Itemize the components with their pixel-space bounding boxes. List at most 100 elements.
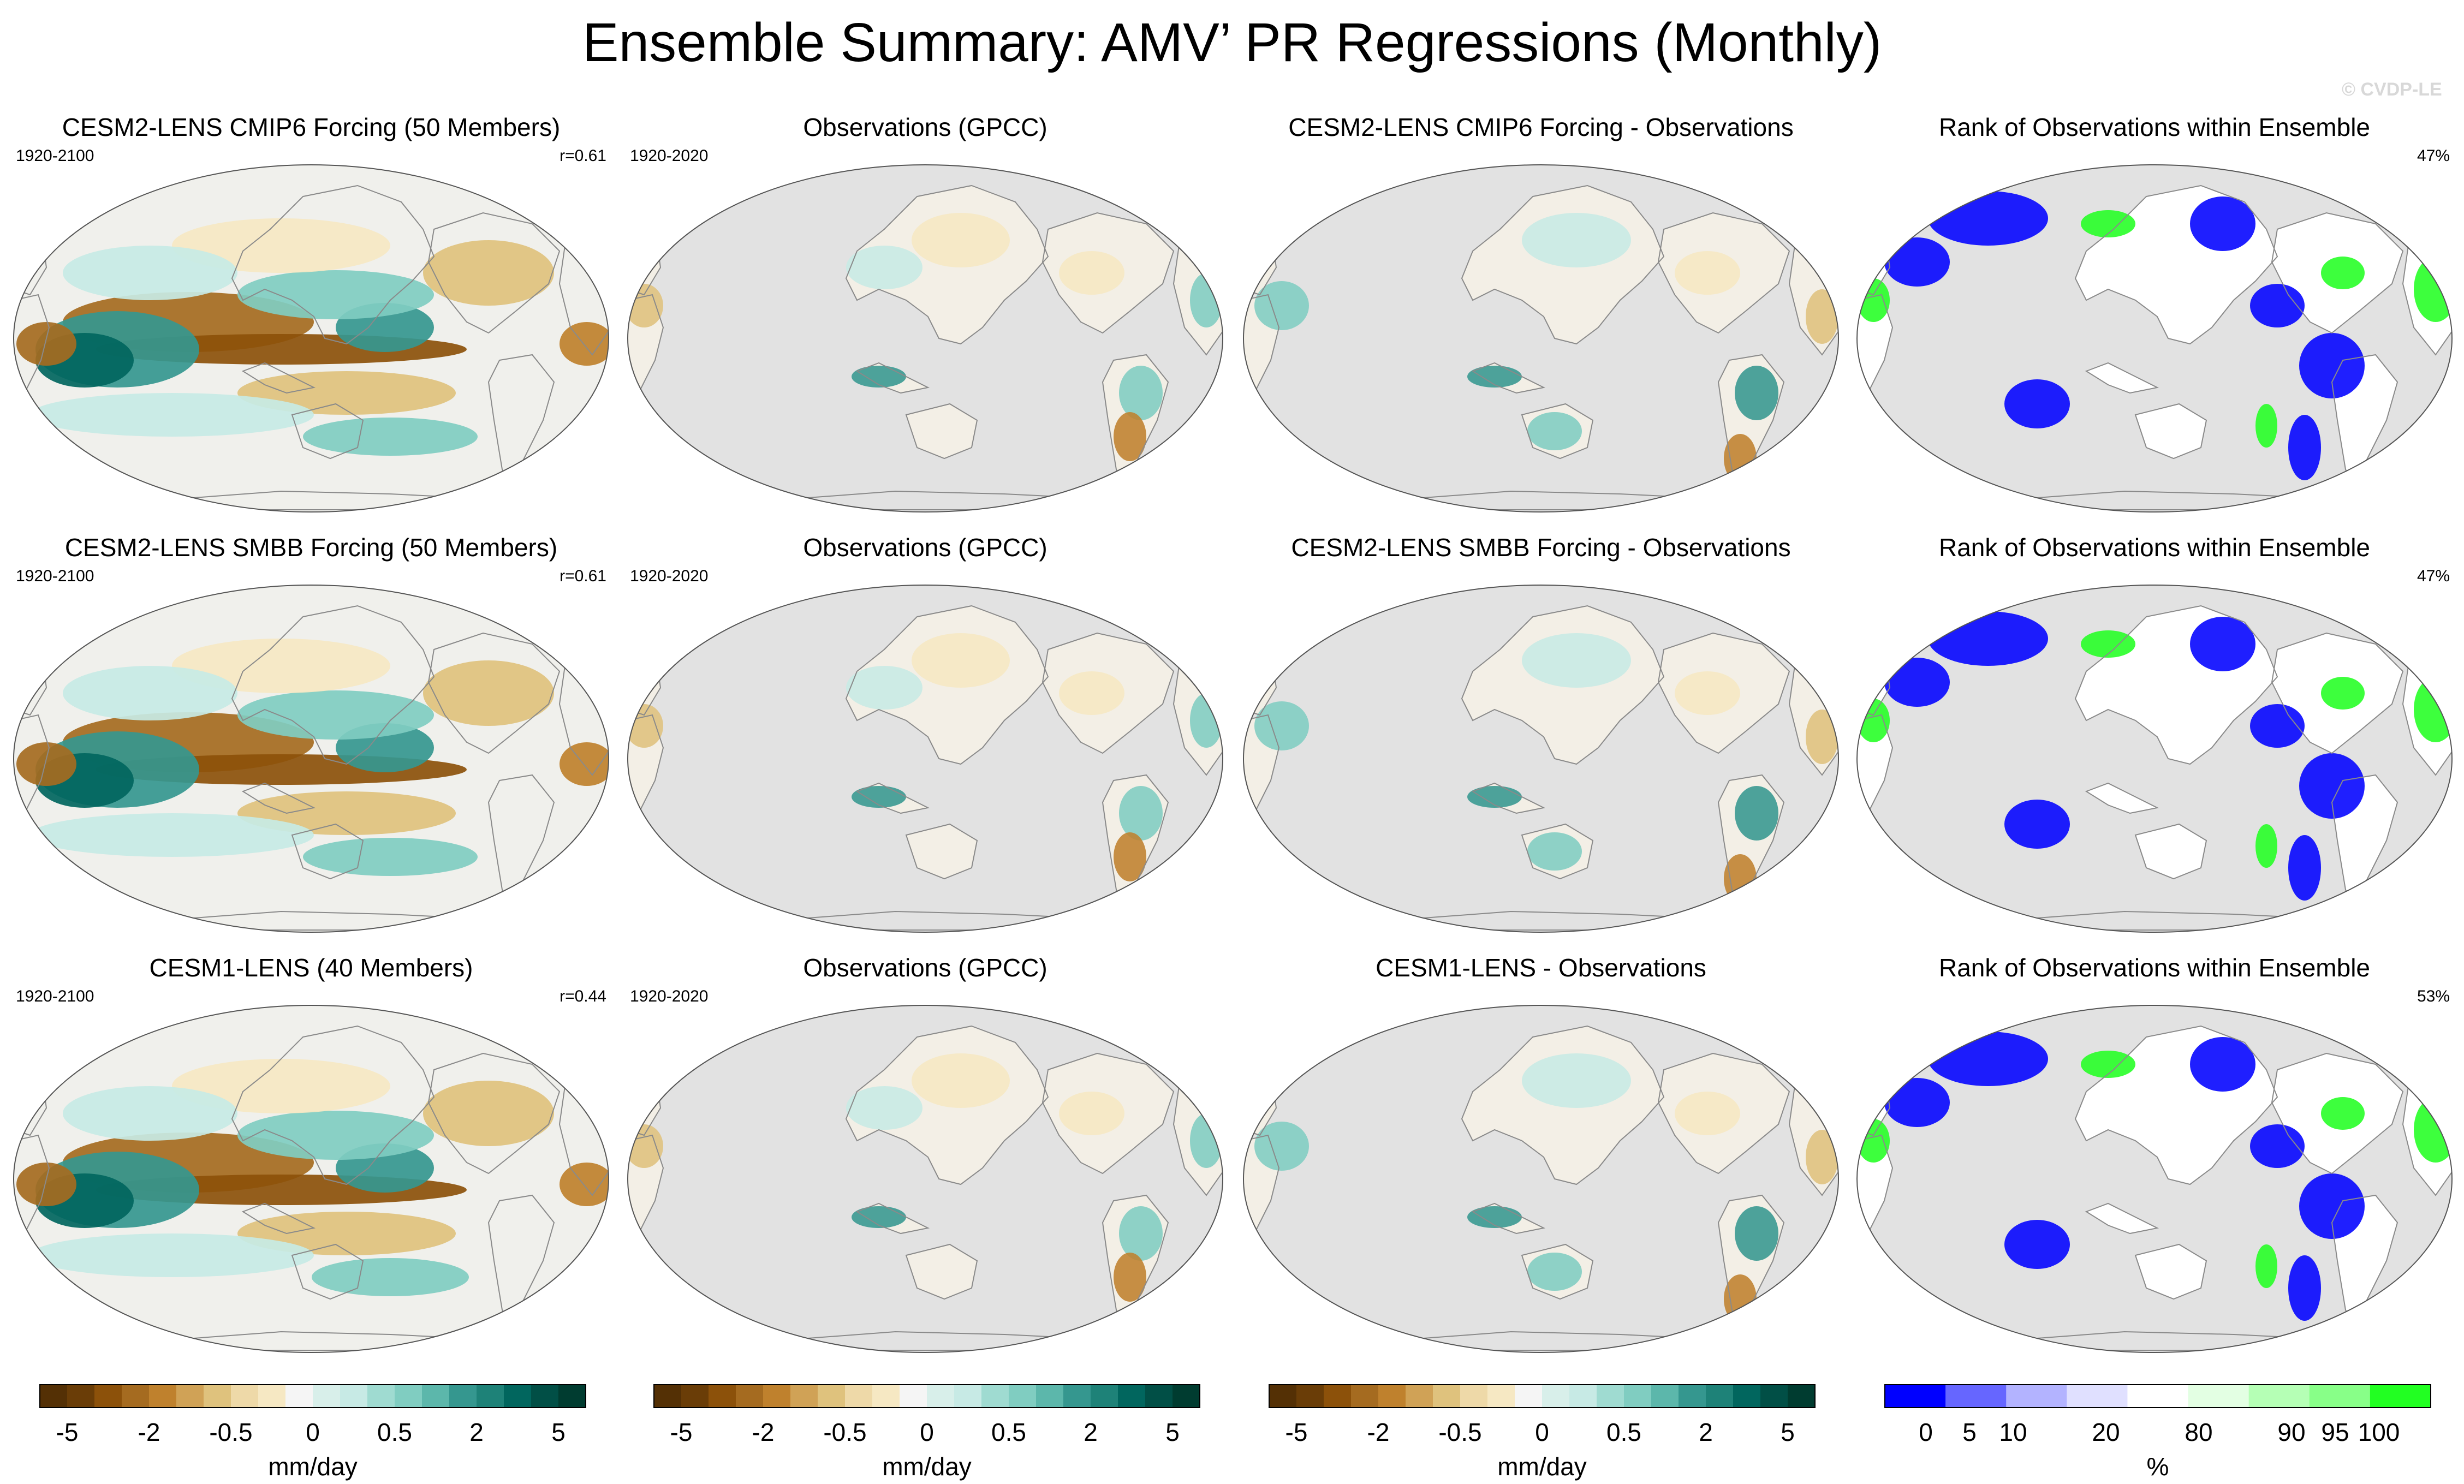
coastline-namerica: [2271, 632, 2404, 754]
coastline-africa: [1243, 294, 1280, 400]
colorbar-swatch: [2127, 1385, 2189, 1408]
field-blob: [1675, 1092, 1740, 1135]
colorbar-swatch: [1433, 1385, 1461, 1408]
panel-obs-row1: Observations (GPCC) 1920-2020: [622, 112, 1228, 513]
field-blob: [852, 1206, 906, 1228]
field-blob: [1119, 1206, 1163, 1261]
field-blob: [423, 660, 554, 726]
coastline-africa: [1857, 1134, 1894, 1240]
coastline-maritime: [241, 362, 316, 394]
field-blob: [628, 284, 663, 327]
panel-title: CESM1-LENS - Observations: [1376, 953, 1706, 982]
field-blob: [2299, 753, 2365, 819]
colorbar-tick-label: 2: [469, 1418, 484, 1446]
colorbar-swatch: [67, 1385, 95, 1408]
coastline-australia: [291, 823, 364, 880]
panel-model-row2: CESM2-LENS SMBB Forcing (50 Members) 1920…: [8, 532, 614, 933]
colorbar-tick-label: 0: [1535, 1418, 1549, 1446]
colorbar-swatch: [449, 1385, 477, 1408]
coastline-eafrica: [1173, 1085, 1223, 1196]
colorbar-swatch: [531, 1385, 559, 1408]
colorbar-swatch: [900, 1385, 927, 1408]
field-blob: [1857, 278, 1890, 322]
colorbar-swatch: [422, 1385, 450, 1408]
field-blob: [1857, 1119, 1890, 1163]
colorbar-swatch: [1515, 1385, 1543, 1408]
colorbar-tick-label: 80: [2185, 1418, 2212, 1446]
field-blob: [560, 322, 609, 366]
coastline-maritime: [2085, 782, 2159, 814]
coastline-maritime: [855, 362, 930, 394]
coastline-namerica: [1657, 632, 1790, 754]
field-blob: [2414, 677, 2452, 742]
coastline-namerica: [1041, 632, 1175, 754]
colorbar-swatch: [1351, 1385, 1379, 1408]
colorbar-1: -5 -2 -0.5 0 0.5 2 5 mm/day: [37, 1384, 588, 1482]
field-blob: [2081, 210, 2135, 237]
land-maritime: [2086, 363, 2157, 393]
colorbar-swatch: [1406, 1385, 1433, 1408]
field-blob: [1254, 281, 1309, 330]
colorbar-frame: [1884, 1384, 2431, 1408]
field-blob: [1928, 611, 2048, 666]
field-blob: [1467, 786, 1522, 808]
coastline-eafrica: [558, 665, 609, 776]
colorbar-swatch: [504, 1385, 532, 1408]
colorbar-swatch: [709, 1385, 736, 1408]
field-blob: [1928, 191, 2048, 246]
field-blob: [63, 1086, 237, 1141]
field-blob: [63, 666, 237, 720]
coastline-eafrica: [2402, 1085, 2452, 1196]
field-blob: [852, 786, 906, 808]
panel-title: Observations (GPCC): [803, 533, 1048, 562]
colorbar-tick-label: 100: [2358, 1418, 2400, 1446]
colorbar-tick-label: 5: [1165, 1418, 1180, 1446]
field-blob: [16, 322, 76, 366]
field-blob: [2414, 1097, 2452, 1163]
coastline-namerica: [2271, 1052, 2404, 1175]
panel-model-row3: CESM1-LENS (40 Members) 1920-2100 r=0.44: [8, 952, 614, 1354]
colorbar-swatch: [1091, 1385, 1118, 1408]
field-blob: [172, 218, 390, 273]
coastline-asia: [845, 605, 1049, 765]
colorbar-swatch: [2067, 1385, 2128, 1408]
panel-obs-row3: Observations (GPCC) 1920-2020: [622, 952, 1228, 1354]
panel-rank-row2: Rank of Observations within Ensemble 47%: [1852, 532, 2457, 933]
panel-years: 1920-2100: [16, 987, 94, 1005]
coastline-asia: [1461, 184, 1665, 345]
coastline-eafrica: [1788, 1085, 1838, 1196]
field-blob: [2321, 677, 2365, 710]
field-blob: [63, 246, 237, 300]
colorbar-swatch: [1063, 1385, 1091, 1408]
colorbar-swatch: [558, 1385, 586, 1408]
colorbar-swatch: [1378, 1385, 1406, 1408]
field-blob: [237, 270, 434, 319]
globe-border: [13, 164, 609, 512]
map-diff: [1243, 1005, 1839, 1353]
colorbar-swatch: [1760, 1385, 1788, 1408]
field-blob: [2190, 1037, 2255, 1092]
field-blob: [846, 666, 922, 710]
colorbar-swatch: [2370, 1385, 2431, 1408]
coastline-africa: [628, 294, 664, 400]
field-blob: [1884, 1078, 1950, 1127]
coastline-asia: [2074, 605, 2278, 765]
field-blob: [1114, 1253, 1146, 1302]
rank-percent: 53%: [2417, 987, 2450, 1005]
colorbar-swatch: [477, 1385, 504, 1408]
colorbar-swatch: [1624, 1385, 1652, 1408]
colorbar-swatch: [927, 1385, 955, 1408]
coastline-australia: [1521, 1243, 1594, 1300]
coastline-maritime: [2085, 1202, 2159, 1235]
field-blob: [30, 813, 314, 857]
panel-title: Observations (GPCC): [803, 113, 1048, 141]
field-blob: [2288, 1255, 2321, 1321]
field-blob: [1059, 1092, 1124, 1135]
colorbar-swatch: [176, 1385, 204, 1408]
colorbar-swatch: [790, 1385, 818, 1408]
colorbar-swatch: [2309, 1385, 2371, 1408]
panel-title: Rank of Observations within Ensemble: [1938, 533, 2371, 562]
colorbar-swatch: [1296, 1385, 1324, 1408]
globe-border: [627, 164, 1223, 512]
coastline-maritime: [2085, 362, 2159, 394]
